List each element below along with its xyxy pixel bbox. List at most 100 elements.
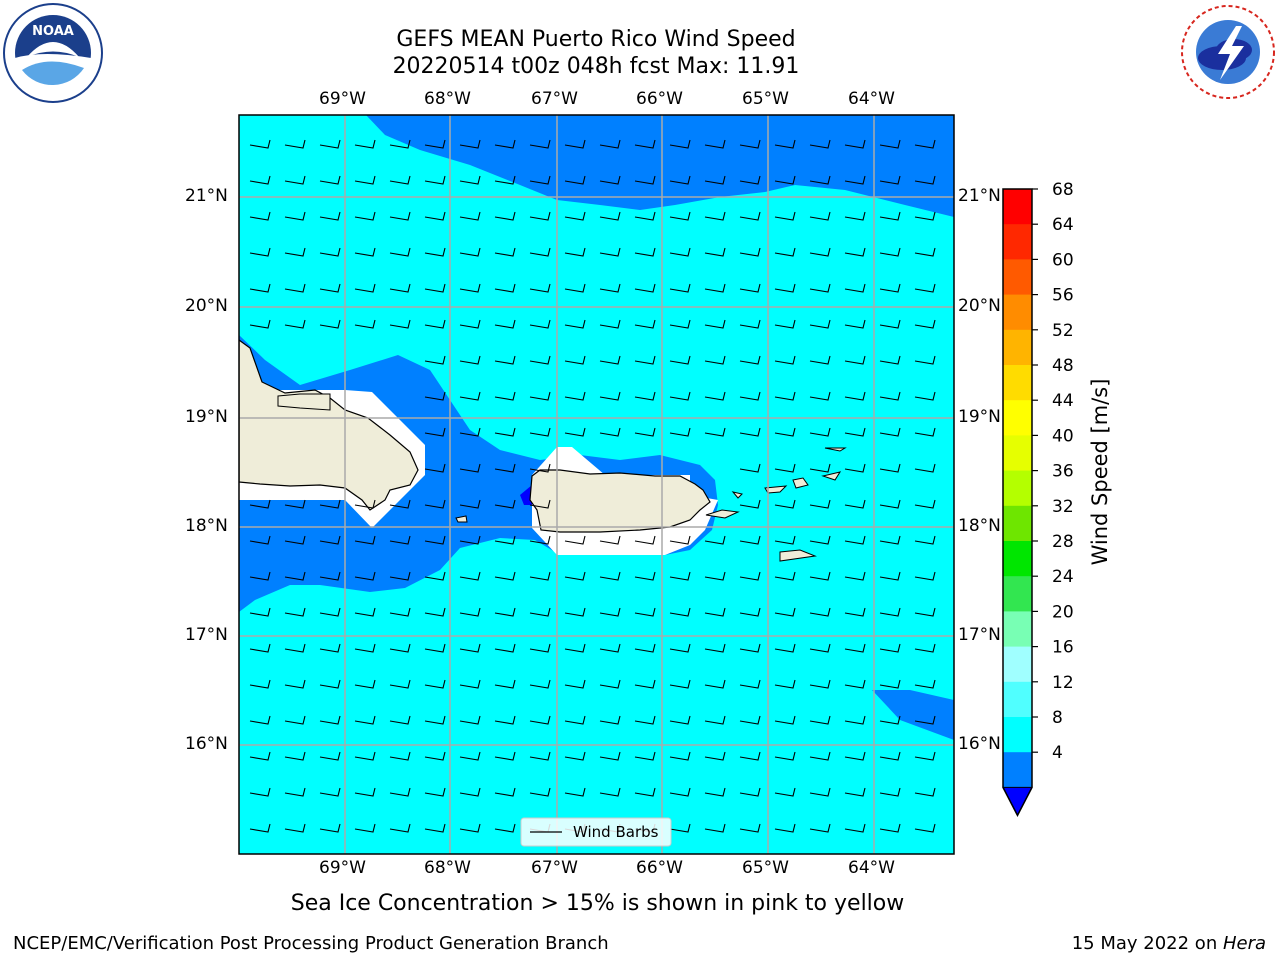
wind-barb xyxy=(879,643,901,653)
wind-barb xyxy=(809,319,831,329)
wind-barb xyxy=(284,607,306,617)
wind-barb xyxy=(739,499,761,509)
wind-barb xyxy=(284,319,306,329)
wind-barb xyxy=(319,319,341,329)
wind-barb xyxy=(739,283,761,293)
graticule xyxy=(239,115,954,854)
wind-barb xyxy=(599,355,621,365)
colorbar-swatch xyxy=(1003,294,1032,331)
wind-barb xyxy=(564,283,586,293)
colorbar-tick-label: 68 xyxy=(1052,180,1074,200)
colorbar-tick-label: 52 xyxy=(1052,321,1074,341)
wind-barb xyxy=(319,715,341,725)
wind-barb xyxy=(529,355,551,365)
wind-barb xyxy=(319,139,341,149)
wind-barb xyxy=(634,139,656,149)
wind-barb xyxy=(844,211,866,221)
wind-barb xyxy=(739,319,761,329)
lon-label-top-3: 66°W xyxy=(636,89,683,109)
wind-barb xyxy=(704,247,726,257)
wind-barb xyxy=(879,607,901,617)
wind-barb xyxy=(389,679,411,689)
lon-label-top-2: 67°W xyxy=(531,89,578,109)
wind-barb xyxy=(319,499,341,509)
wind-barb xyxy=(354,643,376,653)
wind-barb xyxy=(459,715,481,725)
wind-barb xyxy=(669,571,691,581)
wind-barb xyxy=(424,391,446,401)
wind-barb xyxy=(424,427,446,437)
wind-barb xyxy=(319,175,341,185)
colorbar-tick-label: 40 xyxy=(1052,426,1074,446)
colorbar-tick-label: 64 xyxy=(1052,215,1074,235)
wind-barb xyxy=(529,283,551,293)
map-subtitle: 20220514 t00z 048h fcst Max: 11.91 xyxy=(392,54,800,79)
wind-barb xyxy=(669,715,691,725)
wind-barb xyxy=(529,715,551,725)
wind-barb xyxy=(879,571,901,581)
wind-barb xyxy=(354,571,376,581)
wind-barb xyxy=(459,391,481,401)
wind-barb xyxy=(284,679,306,689)
lon-label-bottom-4: 65°W xyxy=(742,858,789,878)
wind-barb xyxy=(879,391,901,401)
lon-label-top-4: 65°W xyxy=(742,89,789,109)
colorbar-tick-label: 32 xyxy=(1052,497,1074,517)
southeast-low-wind-area xyxy=(872,690,954,740)
wind-barb xyxy=(354,499,376,509)
wind-barb xyxy=(354,535,376,545)
map-frame xyxy=(238,114,955,855)
wind-barb xyxy=(879,283,901,293)
wind-barb xyxy=(529,535,551,545)
wind-barb xyxy=(879,427,901,437)
wind-barb xyxy=(354,787,376,797)
wind-barb xyxy=(844,319,866,329)
wind-barb xyxy=(774,319,796,329)
wind-barb xyxy=(809,715,831,725)
wind-barb xyxy=(249,751,271,761)
wind-barb xyxy=(459,319,481,329)
wind-barb xyxy=(459,535,481,545)
colorbar-swatch xyxy=(1003,435,1032,472)
wind-barb xyxy=(319,607,341,617)
wind-barb xyxy=(494,823,516,833)
wind-barb xyxy=(564,535,586,545)
wind-barb xyxy=(459,823,481,833)
wind-barb xyxy=(459,751,481,761)
wind-barb xyxy=(809,823,831,833)
wind-barb xyxy=(599,607,621,617)
wind-barb xyxy=(669,175,691,185)
wind-barb xyxy=(879,715,901,725)
wind-barb xyxy=(354,175,376,185)
wind-barb xyxy=(844,679,866,689)
wind-barb xyxy=(424,463,446,473)
wind-barb xyxy=(249,247,271,257)
wind-barb xyxy=(809,787,831,797)
colorbar-tick-label: 8 xyxy=(1052,708,1063,728)
wind-barb xyxy=(424,283,446,293)
wind-barb xyxy=(529,787,551,797)
wind-barb xyxy=(564,319,586,329)
wind-barb xyxy=(914,643,936,653)
lat-label-left-5: 16°N xyxy=(185,734,228,754)
wind-barb xyxy=(389,319,411,329)
wind-barb xyxy=(844,535,866,545)
colorbar-tick-label: 4 xyxy=(1052,743,1063,763)
lat-label-right-1: 20°N xyxy=(958,296,1001,316)
wind-barb xyxy=(459,427,481,437)
wind-barb xyxy=(319,751,341,761)
wind-barb xyxy=(424,643,446,653)
wind-barb xyxy=(739,679,761,689)
lon-label-bottom-5: 64°W xyxy=(848,858,895,878)
wind-barb xyxy=(879,751,901,761)
colorbar-tick-label: 56 xyxy=(1052,286,1074,306)
wind-barb xyxy=(319,787,341,797)
wind-barb xyxy=(669,319,691,329)
wind-barb xyxy=(459,679,481,689)
lon-label-top-1: 68°W xyxy=(424,89,471,109)
wind-barb xyxy=(809,643,831,653)
footer-date: 15 May 2022 on Hera xyxy=(1072,933,1266,954)
wind-barb xyxy=(669,643,691,653)
wind-barb xyxy=(739,643,761,653)
wind-barb xyxy=(914,571,936,581)
